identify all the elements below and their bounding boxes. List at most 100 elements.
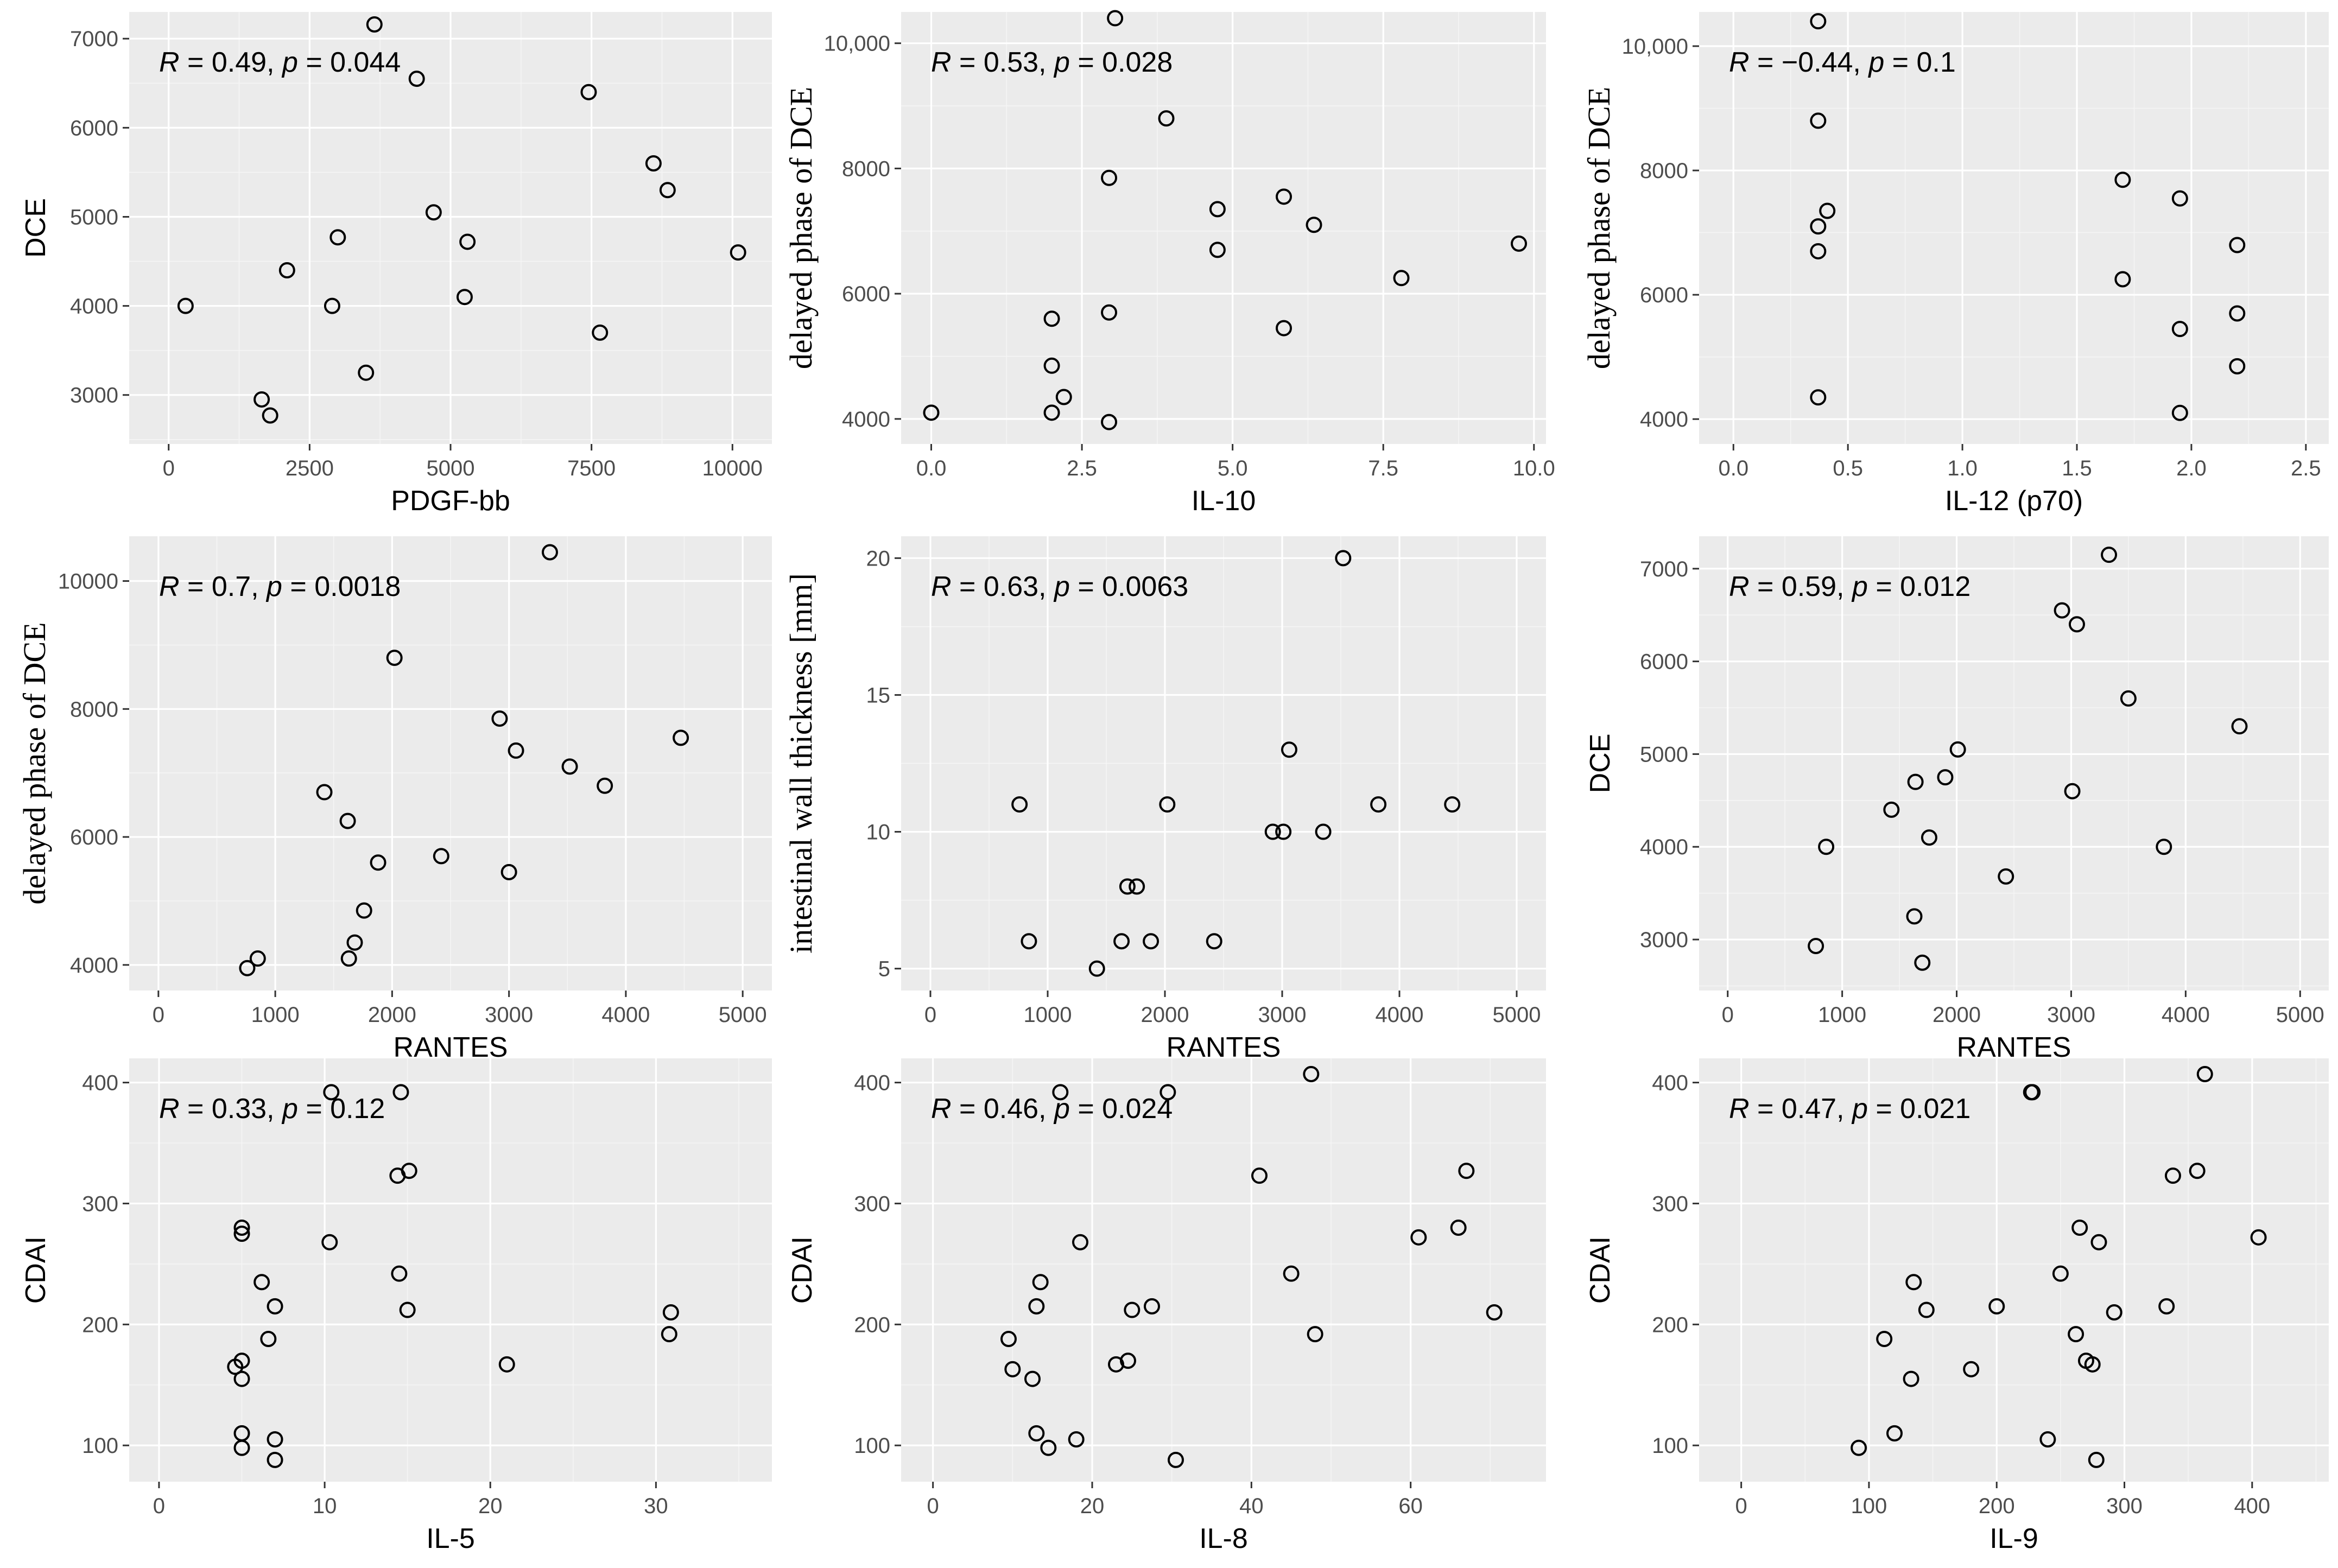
y-tick-label: 7000 — [1640, 557, 1688, 581]
x-axis-title: IL-5 — [426, 1523, 475, 1554]
scatter-panel-9: 0 100 200 300 400 100 200 300 400 IL-9 CDAI R = 0.4… — [1585, 1058, 2329, 1554]
y-tick-label: 200 — [1652, 1313, 1688, 1337]
data-point — [1335, 550, 1352, 567]
scatter-panel-7: 0 10 20 30 100 200 300 400 IL-5 CDAI R = 0.33, p =… — [20, 1058, 772, 1554]
data-point — [2120, 690, 2137, 707]
correlation-annotation: R = 0.7, p = 0.0018 — [159, 571, 401, 602]
y-tick-label: 20 — [866, 547, 891, 570]
data-point — [2069, 616, 2085, 633]
data-point — [2084, 1356, 2101, 1373]
x-tick-label: 2000 — [1141, 1003, 1189, 1027]
data-point — [1101, 304, 1118, 321]
data-point — [1949, 741, 1966, 758]
plot-background — [901, 12, 1546, 444]
x-tick-label: 1.0 — [1947, 456, 1978, 480]
x-tick-label: 4000 — [1376, 1003, 1424, 1027]
data-point — [1101, 414, 1118, 430]
x-tick-label: 30 — [644, 1494, 668, 1518]
data-point — [2054, 602, 2070, 619]
data-point — [1275, 823, 1292, 840]
data-point — [1276, 188, 1292, 205]
data-point — [239, 960, 256, 976]
data-point — [1303, 1065, 1320, 1082]
data-point — [580, 84, 597, 100]
data-point — [2229, 305, 2246, 322]
y-tick-label: 7000 — [70, 27, 118, 51]
data-point — [1158, 110, 1175, 127]
correlation-annotation: R = 0.33, p = 0.12 — [159, 1093, 385, 1125]
data-point — [1129, 878, 1145, 895]
data-point — [1370, 796, 1387, 813]
x-tick-label: 3000 — [485, 1003, 533, 1027]
data-point — [1168, 1451, 1184, 1468]
x-axis-title: PDGF-bb — [391, 485, 510, 517]
data-point — [561, 758, 578, 775]
data-point — [433, 848, 449, 865]
y-tick-label: 100 — [854, 1434, 890, 1458]
data-point — [498, 1356, 515, 1373]
data-point — [2229, 358, 2246, 374]
data-point — [1810, 218, 1827, 235]
scatter-panel-3: 0.0 0.5 1.0 1.5 2.0 2.5 4000 6000 8000 10,000 IL-1… — [1581, 12, 2329, 517]
data-point — [1113, 933, 1130, 950]
x-tick-label: 5.0 — [1218, 456, 1248, 480]
data-point — [1088, 960, 1105, 977]
data-point — [1998, 868, 2014, 885]
x-tick-label: 100 — [1851, 1494, 1887, 1518]
data-point — [1883, 801, 1900, 818]
data-point — [1307, 1326, 1323, 1343]
y-tick-label: 8000 — [1640, 159, 1688, 183]
data-point — [659, 182, 676, 199]
x-tick-label: 10.0 — [1513, 456, 1555, 480]
data-point — [1251, 1167, 1268, 1184]
y-tick-label: 300 — [82, 1192, 118, 1216]
x-axis-title: RANTES — [394, 1032, 508, 1063]
y-axis-title: CDAI — [787, 1236, 818, 1304]
data-point — [267, 1431, 283, 1448]
x-tick-label: 40 — [1239, 1494, 1264, 1518]
data-point — [2156, 839, 2172, 855]
data-point — [386, 649, 403, 666]
x-tick-label: 0 — [163, 456, 175, 480]
data-point — [233, 1353, 250, 1369]
y-tick-label: 8000 — [70, 697, 118, 721]
x-tick-label: 0 — [927, 1494, 939, 1518]
data-point — [1068, 1431, 1085, 1448]
data-point — [2250, 1229, 2267, 1246]
data-point — [2171, 321, 2188, 338]
data-point — [1937, 769, 1954, 786]
y-tick-label: 400 — [854, 1071, 890, 1095]
data-point — [425, 204, 442, 221]
data-point — [324, 297, 340, 314]
data-point — [1209, 201, 1226, 218]
y-tick-label: 6000 — [842, 282, 890, 306]
data-point — [1921, 829, 1937, 846]
correlation-annotation: R = 0.47, p = 0.021 — [1729, 1093, 1970, 1125]
data-point — [1206, 933, 1222, 950]
y-tick-label: 400 — [1652, 1071, 1688, 1095]
correlation-p-value: 0.028 — [1102, 47, 1173, 78]
x-tick-label: 0 — [153, 1003, 164, 1027]
data-point — [1810, 13, 1827, 30]
data-point — [1918, 1302, 1935, 1318]
data-point — [370, 854, 387, 871]
data-point — [1144, 1298, 1160, 1315]
data-point — [1052, 1084, 1069, 1101]
y-axis-title: delayed phase of DCE — [17, 622, 52, 904]
y-tick-label: 300 — [1652, 1192, 1688, 1216]
data-point — [356, 902, 372, 919]
x-tick-label: 200 — [1979, 1494, 2015, 1518]
correlation-p-value: 0.0063 — [1102, 571, 1188, 602]
x-tick-label: 0 — [1722, 1003, 1734, 1027]
correlation-annotation: R = 0.59, p = 0.012 — [1729, 571, 1970, 602]
data-point — [1024, 1370, 1041, 1387]
correlation-r-value: 0.53 — [984, 47, 1038, 78]
correlation-p-value: 0.044 — [330, 47, 401, 78]
data-point — [1808, 938, 1824, 955]
y-tick-label: 200 — [82, 1313, 118, 1337]
data-point — [597, 777, 613, 794]
x-tick-label: 10 — [313, 1494, 337, 1518]
x-tick-label: 3000 — [1258, 1003, 1307, 1027]
scatter-panel-8: 0 20 40 60 100 200 300 400 IL-8 CDAI R = 0.46, p =… — [787, 1058, 1546, 1554]
data-point — [2090, 1234, 2107, 1250]
